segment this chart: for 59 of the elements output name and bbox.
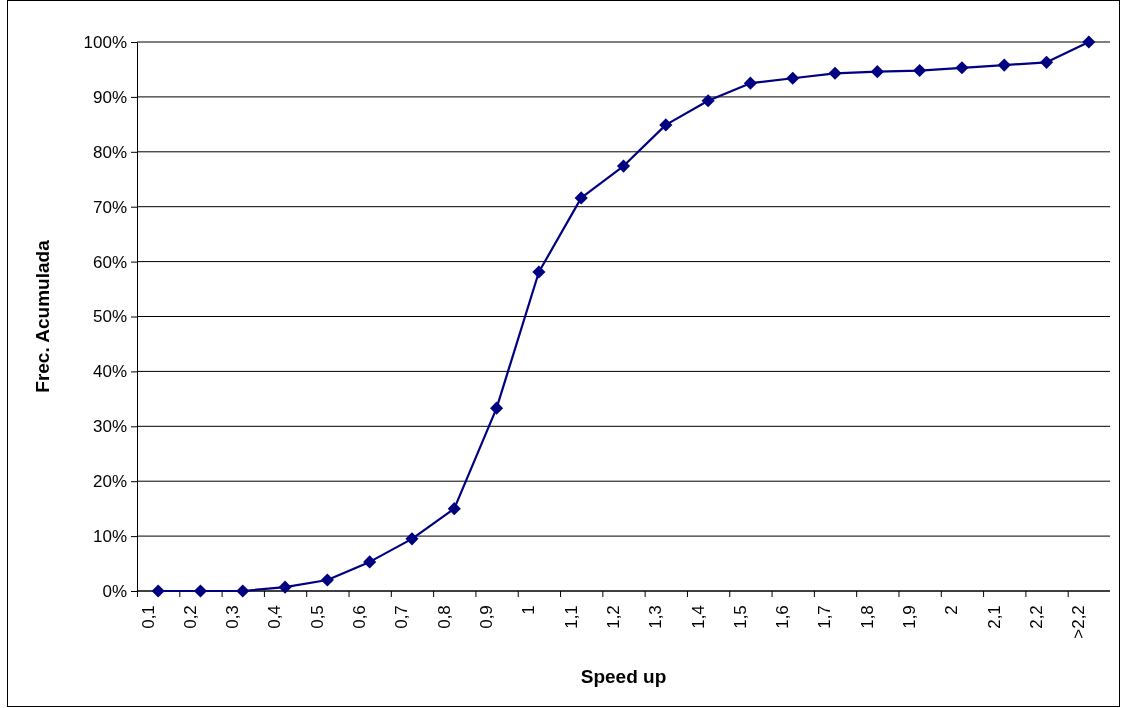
- x-tick-label: 2: [942, 605, 962, 615]
- point: [743, 76, 757, 90]
- point: [913, 63, 927, 78]
- point: [1082, 35, 1096, 49]
- y-tick-label: 100%: [83, 32, 127, 52]
- y-tick-label: 90%: [92, 87, 127, 107]
- point: [193, 584, 208, 598]
- x-tick-label: 0,3: [223, 605, 243, 629]
- point: [1039, 55, 1054, 69]
- x-tick-label: 0,5: [307, 605, 327, 629]
- point: [320, 573, 334, 587]
- x-tick-label: 2,1: [984, 605, 1004, 629]
- x-tick-label: 1,6: [773, 605, 793, 629]
- x-tick-label: 0,6: [350, 605, 370, 629]
- y-tick-label: 60%: [92, 252, 127, 272]
- y-axis-title: Frec. Acumulada: [32, 239, 53, 393]
- x-tick-label: 1,9: [900, 605, 920, 629]
- y-tick-label: 40%: [92, 362, 127, 382]
- y-tick-label: 20%: [92, 472, 127, 492]
- y-tick-label: 30%: [92, 417, 127, 437]
- y-tick-label: 70%: [92, 197, 127, 217]
- x-tick-label: 1,4: [688, 605, 708, 629]
- x-tick-label: 1,3: [646, 605, 666, 629]
- x-tick-label: 2,2: [1026, 605, 1046, 629]
- point: [490, 401, 504, 415]
- x-tick-label: 1,8: [857, 605, 877, 629]
- point: [955, 61, 969, 75]
- point: [997, 58, 1011, 72]
- x-tick-label: 1: [519, 605, 539, 615]
- x-tick-label: 0,2: [180, 605, 200, 629]
- point: [151, 584, 165, 598]
- x-tick-label: 1,7: [815, 605, 835, 629]
- y-tick-label: 80%: [92, 142, 127, 162]
- x-tick-label: 1,1: [561, 605, 581, 629]
- point: [701, 94, 715, 108]
- x-tick-label: 1,5: [730, 605, 750, 629]
- x-tick-label: 0,1: [138, 605, 158, 629]
- x-tick-label: 0,9: [476, 605, 496, 629]
- point: [786, 71, 800, 85]
- point: [659, 118, 673, 132]
- point: [870, 65, 884, 79]
- point: [616, 159, 631, 173]
- point: [828, 66, 842, 80]
- point: [447, 502, 461, 516]
- point: [363, 555, 377, 569]
- y-tick-label: 10%: [92, 527, 127, 547]
- point: [236, 584, 250, 598]
- point: [405, 532, 419, 546]
- x-tick-label: 0,4: [265, 605, 285, 629]
- x-axis-title: Speed up: [580, 666, 667, 687]
- x-tick-label: 1,2: [603, 605, 623, 629]
- point: [532, 265, 546, 279]
- x-tick-label: >2,2: [1069, 605, 1089, 639]
- x-tick-label: 0,8: [434, 605, 454, 629]
- x-tick-label: 0,7: [392, 605, 412, 629]
- y-tick-label: 50%: [92, 307, 127, 327]
- point: [574, 191, 588, 205]
- y-tick-label: 0%: [102, 581, 127, 601]
- point: [278, 580, 292, 594]
